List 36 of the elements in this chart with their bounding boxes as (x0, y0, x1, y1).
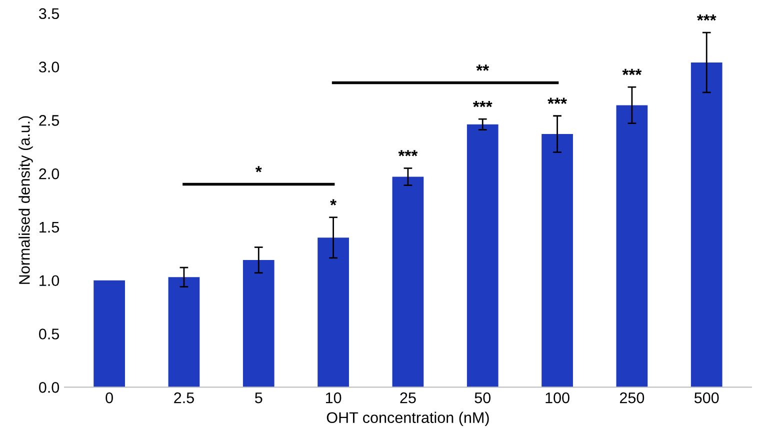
annotation: * (255, 166, 262, 172)
x-axis-title: OHT concentration (nM) (326, 412, 489, 426)
x-tick-label: 0 (106, 392, 113, 404)
annotation: *** (622, 68, 642, 76)
x-tick-label: 50 (474, 392, 491, 404)
y-axis-title: Normalised density (a.u.) (18, 116, 33, 284)
x-tick-label: 500 (694, 392, 719, 404)
y-tick-label: 1.5 (40, 222, 60, 233)
bar (616, 105, 648, 388)
y-tick-label: 2.5 (39, 115, 60, 126)
annotation: *** (548, 98, 567, 104)
annotation: *** (472, 100, 492, 108)
y-tick-label: 2.0 (39, 168, 60, 180)
x-tick-label: 10 (326, 392, 342, 404)
x-tick-label: 2.5 (174, 392, 194, 404)
x-tick-label: 250 (620, 392, 644, 404)
y-tick-label: 0.5 (39, 328, 60, 340)
bar (94, 280, 125, 388)
annotation: *** (696, 14, 716, 21)
bar (542, 134, 573, 388)
bar (168, 277, 200, 388)
y-tick-label: 3.5 (39, 8, 60, 20)
annotation: *** (398, 150, 418, 156)
y-tick-label: 3.0 (39, 62, 60, 72)
bar (392, 176, 424, 388)
y-tick-label: 1.0 (40, 275, 60, 286)
annotation: * (330, 199, 337, 206)
y-tick-label: 0.0 (39, 382, 60, 393)
bar (318, 238, 349, 388)
x-tick-label: 25 (400, 392, 416, 404)
x-tick-label: 100 (546, 392, 570, 404)
bar (466, 124, 498, 388)
x-tick-label: 5 (255, 392, 262, 404)
annotation: ** (476, 64, 490, 71)
bar (690, 62, 722, 388)
bar (242, 260, 274, 388)
